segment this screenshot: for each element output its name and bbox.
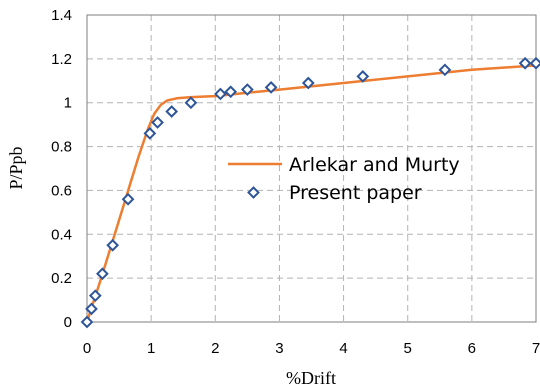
y-tick-label: 0.8 bbox=[51, 139, 72, 156]
y-tick-labels: 0 0.2 0.4 0.6 0.8 1 1.2 1.4 bbox=[51, 7, 72, 331]
data-point-present-paper bbox=[96, 267, 109, 281]
plot-frame bbox=[86, 14, 537, 323]
legend-label-present-paper: Present paper bbox=[289, 182, 422, 204]
data-point-present-paper bbox=[85, 302, 98, 316]
legend: Arlekar and Murty Present paper bbox=[228, 154, 460, 204]
y-tick-label: 0.2 bbox=[51, 270, 72, 287]
data-point-present-paper bbox=[301, 76, 315, 90]
x-tick-label: 1 bbox=[147, 340, 155, 357]
x-tick-label: 2 bbox=[211, 340, 219, 357]
data-point-present-paper bbox=[356, 70, 370, 83]
data-point-present-paper bbox=[143, 127, 157, 140]
data-point-present-paper bbox=[121, 192, 135, 206]
x-tick-labels: 0 1 2 3 4 5 6 7 bbox=[83, 340, 540, 357]
y-tick-label: 1 bbox=[64, 95, 72, 112]
y-tick-label: 1.2 bbox=[51, 51, 72, 68]
x-tick-label: 7 bbox=[532, 340, 540, 357]
data-point-present-paper bbox=[184, 96, 198, 110]
data-point-present-paper bbox=[106, 238, 120, 252]
x-axis-label: %Drift bbox=[286, 368, 336, 388]
data-point-present-paper bbox=[240, 83, 254, 96]
x-tick-label: 4 bbox=[339, 340, 347, 357]
y-tick-label: 0.4 bbox=[51, 226, 72, 243]
data-point-present-paper bbox=[214, 87, 227, 101]
data-point-present-paper bbox=[151, 116, 164, 129]
data-point-present-paper bbox=[518, 56, 532, 70]
y-tick-label: 1.4 bbox=[51, 7, 72, 24]
y-tick-label: 0 bbox=[64, 314, 72, 331]
y-axis-label: P/Ppb bbox=[6, 146, 26, 189]
legend-marker-swatch bbox=[247, 186, 260, 199]
x-tick-label: 5 bbox=[404, 340, 412, 357]
y-tick-label: 0.6 bbox=[51, 182, 72, 199]
data-point-present-paper bbox=[438, 63, 452, 77]
series bbox=[80, 56, 540, 329]
data-point-present-paper bbox=[88, 289, 102, 303]
data-point-present-paper bbox=[224, 85, 238, 99]
x-tick-label: 0 bbox=[83, 340, 91, 357]
legend-label-arlekar-murty: Arlekar and Murty bbox=[289, 154, 460, 176]
data-point-present-paper bbox=[264, 81, 278, 94]
data-point-present-paper bbox=[165, 105, 179, 118]
x-tick-label: 3 bbox=[275, 340, 283, 357]
x-tick-label: 6 bbox=[468, 340, 476, 357]
data-point-present-paper bbox=[529, 56, 540, 70]
data-point-present-paper bbox=[80, 315, 94, 329]
